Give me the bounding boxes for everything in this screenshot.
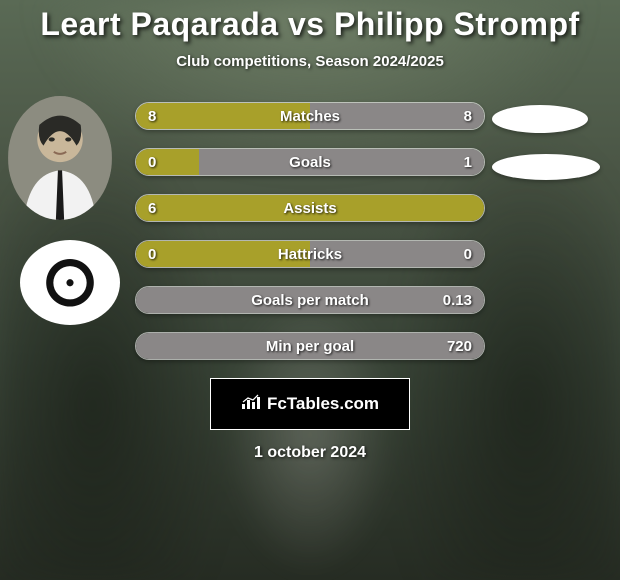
stat-bar-right: [199, 149, 484, 175]
subtitle: Club competitions, Season 2024/2025: [0, 53, 620, 70]
page-title: Leart Paqarada vs Philipp Strompf: [0, 6, 620, 43]
stat-bars: 8Matches8 0Goals1 6Assists 0Hattricks0 Goals…: [135, 102, 485, 360]
player-avatar: [8, 96, 112, 220]
stat-bar-right: [136, 333, 484, 359]
stat-bar-right: [310, 103, 484, 129]
stat-bar-right: [136, 287, 484, 313]
source-logo: FcTables.com: [210, 378, 410, 430]
avatars: [8, 96, 118, 220]
stat-bar-right: [310, 241, 484, 267]
stat-bar-left: [136, 195, 484, 221]
stat-row: 0Hattricks0: [135, 240, 485, 268]
stat-row: 6Assists: [135, 194, 485, 222]
stat-bar-left: [136, 149, 199, 175]
blob: [492, 105, 588, 133]
stat-row: 8Matches8: [135, 102, 485, 130]
stat-row: 0Goals1: [135, 148, 485, 176]
date: 1 october 2024: [0, 444, 620, 462]
main-area: 8Matches8 0Goals1 6Assists 0Hattricks0 Goals…: [0, 102, 620, 360]
blob: [492, 154, 600, 180]
stat-bar-left: [136, 241, 310, 267]
stat-row: Min per goal720: [135, 332, 485, 360]
stat-bar-left: [136, 103, 310, 129]
stat-row: Goals per match0.13: [135, 286, 485, 314]
logo-text: FcTables.com: [267, 394, 379, 414]
card: Leart Paqarada vs Philipp Strompf Club c…: [0, 0, 620, 580]
team-crest: [20, 240, 120, 325]
chart-icon: [241, 394, 261, 415]
